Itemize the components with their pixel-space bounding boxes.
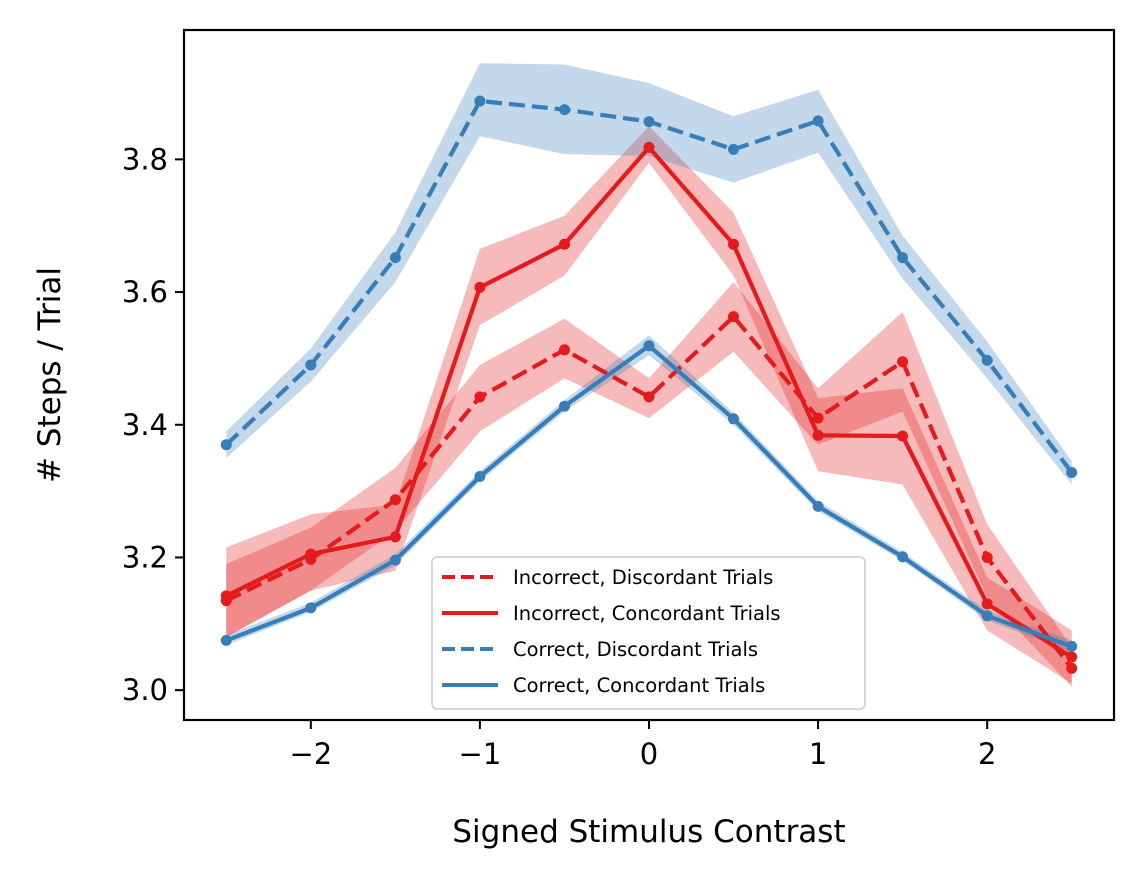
- x-tick-label: 1: [809, 737, 827, 771]
- point-series-2-6: [643, 141, 655, 153]
- point-series-4-6: [643, 340, 655, 352]
- point-series-2-9: [897, 430, 909, 442]
- point-series-4-8: [812, 500, 824, 512]
- point-series-4-2: [305, 602, 317, 614]
- point-series-1-6: [643, 391, 655, 403]
- point-series-2-5: [559, 238, 570, 250]
- series-points: [220, 95, 1078, 674]
- point-series-3-2: [305, 359, 317, 371]
- point-series-1-5: [559, 344, 570, 356]
- point-series-4-1: [220, 634, 232, 646]
- x-tick-label: −1: [459, 737, 502, 771]
- legend-label-series-2: Incorrect, Concordant Trials: [513, 602, 781, 625]
- band-series-3: [226, 63, 1072, 485]
- point-series-3-6: [643, 116, 655, 128]
- point-series-4-7: [728, 413, 739, 425]
- point-series-2-8: [812, 429, 824, 441]
- point-series-3-7: [728, 143, 739, 155]
- x-axis-label: Signed Stimulus Contrast: [452, 814, 845, 850]
- point-series-3-10: [981, 354, 993, 366]
- y-tick-label: 3.4: [122, 408, 168, 442]
- point-series-1-3: [389, 494, 401, 506]
- point-series-1-11: [1066, 662, 1078, 674]
- point-series-3-8: [812, 115, 824, 127]
- point-series-2-10: [981, 598, 993, 610]
- point-series-3-5: [559, 104, 570, 116]
- legend-label-series-3: Correct, Discordant Trials: [513, 638, 758, 661]
- legend: Incorrect, Discordant Trials Incorrect, C…: [431, 556, 866, 710]
- x-tick-label: 2: [978, 737, 996, 771]
- point-series-4-3: [389, 554, 401, 566]
- y-tick-label: 3.2: [122, 540, 168, 574]
- legend-label-series-4: Correct, Concordant Trials: [513, 674, 765, 697]
- point-series-2-4: [474, 281, 486, 293]
- x-tick-label: 0: [640, 737, 658, 771]
- point-series-1-8: [812, 412, 824, 424]
- point-series-4-9: [897, 551, 909, 563]
- y-axis-ticks: 3.0 3.2 3.4 3.6 3.8: [122, 142, 184, 707]
- point-series-4-5: [559, 400, 570, 412]
- point-series-4-11: [1066, 640, 1078, 652]
- point-series-2-7: [728, 238, 739, 250]
- point-series-2-2: [305, 548, 317, 560]
- y-axis-label: # Steps / Trial: [32, 267, 68, 483]
- point-series-1-10: [981, 552, 993, 563]
- point-series-2-3: [389, 531, 401, 543]
- band-series-2: [226, 126, 1072, 684]
- point-series-3-11: [1066, 467, 1078, 478]
- y-tick-label: 3.8: [122, 142, 168, 176]
- legend-box: [431, 556, 866, 710]
- line-series-1: [225, 314, 1074, 670]
- point-series-2-11: [1066, 651, 1078, 663]
- point-series-4-10: [981, 610, 993, 622]
- y-tick-label: 3.0: [122, 673, 168, 707]
- y-tick-label: 3.6: [122, 275, 168, 309]
- point-series-1-7: [728, 311, 739, 323]
- band-series-1: [226, 282, 1072, 687]
- point-series-3-9: [897, 252, 909, 264]
- x-tick-label: −2: [289, 737, 332, 771]
- point-series-2-1: [220, 590, 232, 602]
- point-series-1-4: [474, 391, 486, 403]
- point-series-3-1: [220, 439, 232, 451]
- x-axis-ticks: −2 −1 0 1 2: [289, 720, 996, 771]
- point-series-3-3: [389, 252, 401, 264]
- point-series-4-4: [474, 471, 486, 482]
- point-series-3-4: [474, 95, 486, 107]
- point-series-1-9: [897, 356, 909, 368]
- legend-label-series-1: Incorrect, Discordant Trials: [513, 566, 773, 589]
